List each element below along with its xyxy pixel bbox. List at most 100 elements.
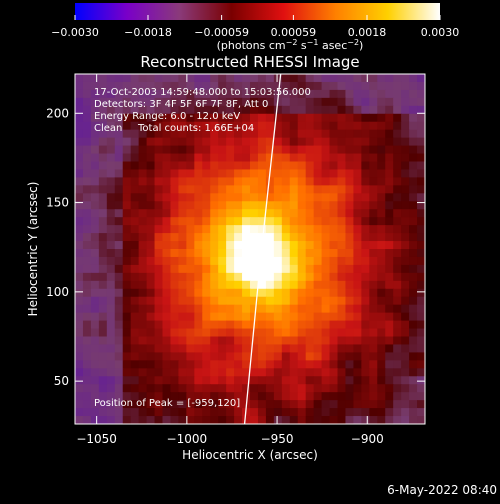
image-pixel	[162, 97, 172, 107]
image-pixel	[75, 320, 84, 330]
image-pixel	[130, 408, 140, 417]
image-pixel	[138, 225, 148, 234]
image-pixel	[377, 264, 386, 274]
image-pixel	[377, 280, 386, 290]
image-pixel	[361, 217, 370, 226]
image-pixel	[106, 336, 116, 346]
image-pixel	[337, 113, 347, 123]
image-pixel	[98, 416, 108, 424]
image-pixel	[409, 161, 418, 171]
image-pixel	[202, 400, 211, 409]
image-pixel	[114, 105, 124, 115]
image-pixel	[289, 344, 299, 354]
image-pixel	[361, 105, 370, 115]
image-pixel	[281, 344, 291, 354]
image-pixel	[257, 416, 267, 424]
image-pixel	[114, 344, 124, 354]
image-pixel	[146, 153, 156, 163]
image-pixel	[273, 209, 283, 218]
image-pixel	[138, 376, 148, 385]
y-tick-label: 50	[54, 374, 69, 388]
image-pixel	[194, 360, 203, 369]
image-pixel	[114, 368, 124, 377]
image-pixel	[409, 113, 418, 123]
image-pixel	[377, 209, 386, 218]
image-pixel	[75, 408, 84, 417]
image-pixel	[146, 280, 156, 290]
image-pixel	[353, 121, 362, 131]
image-pixel	[257, 74, 267, 83]
image-pixel	[289, 272, 299, 282]
image-pixel	[234, 201, 243, 210]
image-pixel	[98, 177, 108, 186]
image-pixel	[417, 392, 425, 401]
image-pixel	[82, 74, 92, 83]
image-pixel	[305, 121, 315, 131]
image-pixel	[265, 209, 275, 218]
image-pixel	[210, 416, 219, 424]
image-pixel	[297, 105, 307, 115]
image-pixel	[186, 368, 195, 377]
image-pixel	[385, 336, 394, 346]
colorbar-unit-label: (photons cm−2 s−1 asec−2)	[217, 38, 364, 52]
image-pixel	[297, 121, 307, 131]
image-pixel	[122, 304, 132, 314]
image-pixel	[75, 169, 84, 179]
image-pixel	[345, 264, 355, 274]
image-pixel	[122, 145, 132, 155]
image-pixel	[186, 344, 195, 354]
image-pixel	[265, 121, 275, 131]
image-pixel	[130, 129, 140, 139]
image-pixel	[377, 320, 386, 330]
image-pixel	[98, 74, 108, 83]
image-pixel	[75, 416, 84, 424]
image-pixel	[122, 256, 132, 266]
image-pixel	[417, 360, 425, 369]
image-pixel	[289, 201, 299, 210]
image-pixel	[273, 416, 283, 424]
image-pixel	[393, 129, 402, 139]
image-pixel	[106, 105, 116, 115]
image-pixel	[361, 296, 370, 306]
image-pixel	[226, 121, 235, 131]
image-pixel	[417, 74, 425, 83]
image-pixel	[297, 145, 307, 155]
image-pixel	[297, 336, 307, 346]
image-pixel	[170, 185, 180, 194]
image-pixel	[265, 225, 275, 234]
image-pixel	[98, 161, 108, 171]
image-pixel	[393, 264, 402, 274]
image-pixel	[297, 416, 307, 424]
image-pixel	[210, 288, 219, 298]
image-pixel	[226, 320, 235, 330]
image-pixel	[401, 256, 410, 266]
image-pixel	[234, 185, 243, 194]
image-pixel	[281, 249, 291, 258]
image-pixel	[297, 296, 307, 306]
image-pixel	[369, 177, 378, 186]
image-pixel	[90, 416, 100, 424]
image-pixel	[218, 105, 227, 115]
image-pixel	[361, 201, 370, 210]
image-pixel	[305, 241, 315, 250]
image-pixel	[409, 105, 418, 115]
image-pixel	[242, 113, 251, 123]
image-pixel	[146, 201, 156, 210]
image-pixel	[82, 81, 92, 91]
image-pixel	[114, 280, 124, 290]
image-pixel	[186, 392, 195, 401]
chart-title: Reconstructed RHESSI Image	[140, 53, 359, 71]
image-pixel	[329, 121, 339, 131]
image-pixel	[393, 256, 402, 266]
image-pixel	[82, 249, 92, 258]
image-pixel	[361, 153, 370, 163]
image-pixel	[162, 368, 172, 377]
image-pixel	[106, 272, 116, 282]
image-pixel	[305, 312, 315, 322]
image-pixel	[265, 328, 275, 338]
image-pixel	[385, 241, 394, 250]
image-pixel	[273, 225, 283, 234]
image-pixel	[242, 328, 251, 338]
image-pixel	[353, 320, 362, 330]
colorbar-tick-label: 0.00059	[271, 26, 317, 39]
